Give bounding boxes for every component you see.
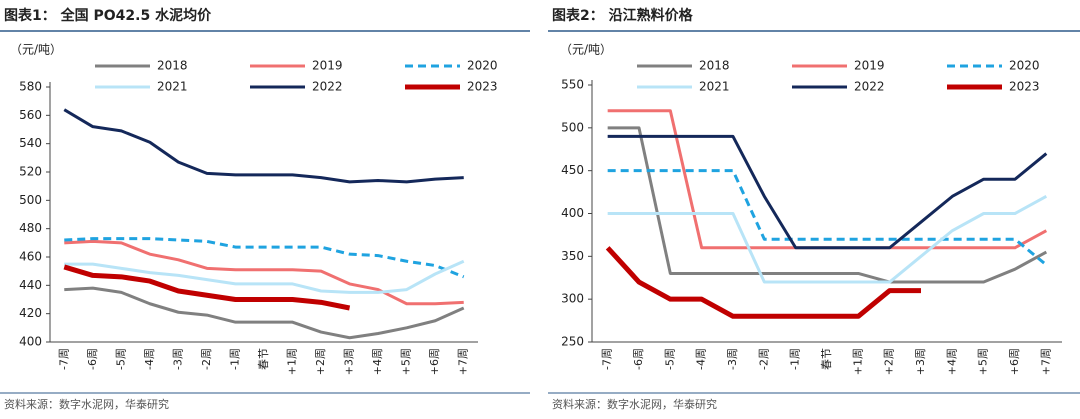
legend-label: 2023 <box>1009 80 1040 94</box>
legend-label: 2022 <box>854 80 885 94</box>
y-tick-label: 300 <box>561 292 584 306</box>
x-tick-label: -6周 <box>86 348 99 370</box>
y-tick-label: 400 <box>561 206 584 220</box>
y-tick-label: 450 <box>561 163 584 177</box>
x-tick-label: -3周 <box>171 348 184 370</box>
legend-label: 2022 <box>312 80 343 94</box>
data-line <box>607 126 1048 284</box>
data-line <box>607 195 1048 284</box>
x-tick-label: 春节 <box>257 348 270 370</box>
y-tick-label: 550 <box>561 78 584 92</box>
data-line <box>63 108 464 184</box>
x-tick-label: -3周 <box>726 348 739 370</box>
x-tick-label: +6周 <box>428 348 441 375</box>
data-line <box>64 259 465 294</box>
legend-label: 2018 <box>157 59 188 73</box>
data-line <box>605 246 921 319</box>
unit-label: （元/吨） <box>560 43 612 57</box>
x-tick-label: +7周 <box>457 348 470 375</box>
x-tick-label: +4周 <box>371 348 384 375</box>
y-tick-label: 520 <box>19 165 42 179</box>
y-tick-label: 400 <box>19 335 42 349</box>
x-tick-label: +3周 <box>343 348 356 375</box>
x-tick-label: +5周 <box>400 348 413 375</box>
data-line <box>64 286 465 340</box>
y-tick-label: 460 <box>19 250 42 264</box>
y-tick-label: 480 <box>19 221 42 235</box>
x-tick-label: -7周 <box>601 348 614 370</box>
data-line <box>607 109 1048 250</box>
x-tick-label: +1周 <box>286 348 299 375</box>
legend-label: 2020 <box>1009 59 1040 73</box>
y-tick-label: 350 <box>561 249 584 263</box>
source-note: 资料来源：数字水泥网，华泰研究 <box>4 397 169 411</box>
source-note: 资料来源：数字水泥网，华泰研究 <box>552 397 717 411</box>
data-line <box>607 134 1048 250</box>
x-tick-label: -1周 <box>789 348 802 370</box>
y-tick-label: 580 <box>19 80 42 94</box>
x-tick-label: +7周 <box>1039 348 1052 375</box>
x-tick-label: +1周 <box>851 348 864 375</box>
legend-label: 2019 <box>854 59 885 73</box>
legend-label: 2019 <box>312 59 343 73</box>
y-tick-label: 440 <box>19 278 42 292</box>
x-tick-label: +2周 <box>314 348 327 375</box>
y-tick-label: 540 <box>19 136 42 150</box>
x-tick-label: -4周 <box>143 348 156 370</box>
x-tick-label: -4周 <box>695 348 708 370</box>
data-line <box>63 264 351 311</box>
x-tick-label: 春节 <box>820 348 833 370</box>
chart-title: 图表1： 全国 PO42.5 水泥均价 <box>4 7 212 24</box>
y-tick-label: 560 <box>19 108 42 122</box>
legend-label: 2020 <box>467 59 498 73</box>
data-line <box>64 239 464 306</box>
y-tick-label: 420 <box>19 306 42 320</box>
x-tick-label: -2周 <box>200 348 213 370</box>
y-tick-label: 250 <box>561 335 584 349</box>
x-tick-label: -1周 <box>228 348 241 370</box>
x-tick-label: +6周 <box>1008 348 1021 375</box>
data-line <box>64 237 465 279</box>
chart-title: 图表2： 沿江熟料价格 <box>552 7 694 24</box>
unit-label: （元/吨） <box>10 43 62 57</box>
x-tick-label: -7周 <box>57 348 70 370</box>
x-tick-label: +5周 <box>977 348 990 375</box>
data-line <box>607 169 1048 267</box>
x-tick-label: -6周 <box>632 348 645 370</box>
x-tick-label: -2周 <box>757 348 770 370</box>
legend-label: 2021 <box>699 80 730 94</box>
x-tick-label: +3周 <box>914 348 927 375</box>
legend-label: 2023 <box>467 80 498 94</box>
y-tick-label: 500 <box>561 120 584 134</box>
x-tick-label: +4周 <box>945 348 958 375</box>
y-tick-label: 500 <box>19 193 42 207</box>
x-tick-label: -5周 <box>114 348 127 370</box>
x-tick-label: +2周 <box>883 348 896 375</box>
x-tick-label: -5周 <box>663 348 676 370</box>
legend-label: 2021 <box>157 80 188 94</box>
legend-label: 2018 <box>699 59 730 73</box>
